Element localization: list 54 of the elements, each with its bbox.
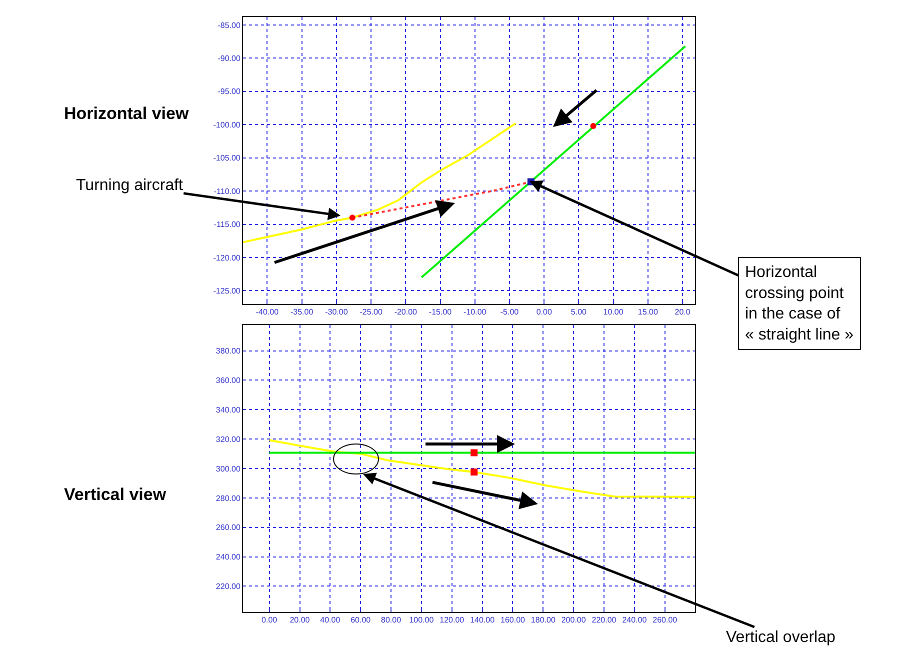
y-tick-label: -115.00 bbox=[214, 220, 241, 230]
x-tick-label: 120.00 bbox=[440, 616, 465, 625]
x-tick-label: 10.00 bbox=[603, 308, 624, 317]
x-tick-label: -10.00 bbox=[464, 308, 487, 317]
x-tick-label: 0.00 bbox=[536, 308, 552, 317]
x-tick-label: 0.00 bbox=[262, 616, 278, 625]
x-tick-label: -25.00 bbox=[360, 308, 383, 317]
y-tick-label: 220.00 bbox=[216, 582, 241, 592]
x-tick-label: 80.00 bbox=[381, 616, 402, 625]
y-tick-label: -120.00 bbox=[213, 253, 241, 262]
x-tick-label: -15.00 bbox=[428, 308, 452, 317]
annotation: Horizontal crossing point in the case of « straight line » bbox=[745, 264, 854, 344]
y-tick-label: 280.00 bbox=[216, 494, 241, 503]
x-tick-label: -35.00 bbox=[290, 308, 314, 317]
y-tick-label: 380.00 bbox=[216, 346, 241, 356]
text: Horizontal view bbox=[64, 104, 190, 123]
x-tick-label: 5.00 bbox=[570, 308, 588, 317]
text: Vertical view bbox=[64, 485, 167, 504]
annotation: Turning aircraft bbox=[76, 177, 184, 194]
x-tick-label: 180.00 bbox=[530, 616, 556, 625]
x-tick-label: -20.00 bbox=[394, 308, 418, 317]
y-tick-label: 240.00 bbox=[216, 552, 241, 562]
x-tick-label: 140.00 bbox=[470, 616, 496, 625]
point bbox=[590, 122, 596, 129]
y-tick-label: 320.00 bbox=[216, 434, 241, 444]
y-tick-label: 260.00 bbox=[216, 523, 241, 532]
x-tick-label: 20.0 bbox=[674, 308, 691, 317]
y-tick-label: -90.00 bbox=[218, 54, 241, 63]
text: Vertical overlap bbox=[726, 629, 836, 646]
point bbox=[349, 214, 356, 221]
y-tick-label: 360.00 bbox=[216, 376, 241, 385]
y-tick-label: 300.00 bbox=[216, 464, 241, 474]
y-tick-label: -125.00 bbox=[213, 286, 241, 296]
x-tick-label: 260.00 bbox=[652, 616, 678, 625]
x-tick-label: 160.00 bbox=[500, 616, 526, 625]
x-tick-label: 60.00 bbox=[350, 616, 372, 625]
y-tick-label: -95.00 bbox=[218, 87, 241, 96]
y-tick-label: 340.00 bbox=[216, 405, 241, 414]
line-series bbox=[268, 439, 695, 498]
x-tick-label: -30.00 bbox=[325, 308, 348, 317]
line-series bbox=[243, 122, 517, 244]
x-tick-label: -5.00 bbox=[500, 308, 520, 317]
x-tick-label: 240.00 bbox=[622, 616, 648, 625]
x-tick-label: 100.00 bbox=[409, 616, 434, 625]
y-tick-label: -105.00 bbox=[213, 154, 241, 163]
x-tick-label: 220.00 bbox=[592, 616, 617, 625]
y-tick-label: -110.00 bbox=[214, 186, 241, 196]
y-tick-label: -100.00 bbox=[213, 120, 241, 130]
x-tick-label: 200.00 bbox=[561, 616, 586, 625]
x-tick-label: 40.00 bbox=[320, 616, 341, 625]
x-tick-label: 15.00 bbox=[638, 308, 658, 317]
x-tick-label: 20.00 bbox=[290, 616, 310, 625]
x-tick-label: -40.00 bbox=[256, 308, 280, 317]
y-tick-label: -85.00 bbox=[218, 20, 241, 30]
